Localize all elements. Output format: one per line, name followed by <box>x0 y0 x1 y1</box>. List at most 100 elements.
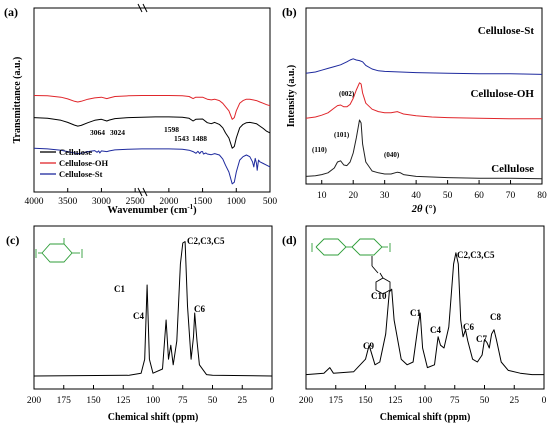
panel-a-label: (a) <box>4 5 18 19</box>
peak-label-1488: 1488 <box>192 134 207 143</box>
panel-d-tick-label: 25 <box>510 396 520 406</box>
series-line-cellulose-oh <box>33 95 271 120</box>
panel-b-plane-labels: (110) (101) (002) (040) <box>312 90 400 159</box>
panel-b-tick-label: 20 <box>348 191 358 201</box>
panel-d-tick-label: 100 <box>418 396 433 406</box>
panel-a-legend: Cellulose Cellulose-OH Cellulose-St <box>40 147 108 179</box>
series-line-cellulose <box>305 119 543 180</box>
panel-d-tick-label: 200 <box>299 396 314 406</box>
panel-a-ylabel: Transmittance (a.u.) <box>12 57 23 144</box>
panel-c-series <box>33 241 273 389</box>
panel-c-tick-label: 150 <box>86 396 101 406</box>
panel-d-tick-label: 150 <box>358 396 373 406</box>
panel-a-ticks: 4000 3500 3000 2500 2000 1500 1000 500 <box>25 197 278 207</box>
panel-a-frame <box>33 7 271 193</box>
panel-a-peak-labels: 3064 3024 1598 1543 1488 <box>90 125 207 143</box>
series-line-cellulose <box>33 241 273 377</box>
peak-label-1598: 1598 <box>164 125 179 134</box>
panel-a-tick-label: 2500 <box>126 197 145 207</box>
panel-d-xlabel: Chemical shift (ppm) <box>380 412 471 423</box>
panel-d-tick-label: 75 <box>450 396 460 406</box>
panel-c-tick-label: 175 <box>57 396 72 406</box>
panel-c-tick-label: 200 <box>27 396 42 406</box>
panel-c-tick-label: 75 <box>178 396 188 406</box>
panel-a-xlabel: Wavenumber (cm-1) <box>107 203 197 216</box>
plane-label-101: (101) <box>334 131 350 139</box>
panel-c-label: (c) <box>6 233 19 247</box>
peak-label-c9: C9 <box>363 341 374 351</box>
panel-a-xlabel-end: ) <box>193 205 197 216</box>
panel-b: (b) Intensity (a.u.) 2θ (°) 10 20 30 40 … <box>282 5 547 215</box>
legend-label-cellulose: Cellulose <box>59 147 92 157</box>
peak-label-1543: 1543 <box>174 134 189 143</box>
panel-c-tick-label: 0 <box>270 396 275 406</box>
panel-b-series <box>305 58 543 184</box>
panel-d-label: (d) <box>282 233 297 247</box>
peak-label-c7: C7 <box>476 334 487 344</box>
axis-break-mark <box>142 187 148 197</box>
panel-b-frame <box>305 7 543 185</box>
panel-c-ticks: 200 175 150 125 100 75 50 25 0 <box>27 396 275 406</box>
panel-b-tick-label: 50 <box>443 191 453 201</box>
series-label-cellulose-oh: Cellulose-OH <box>470 88 534 100</box>
panel-a-tick-label: 1000 <box>227 197 246 207</box>
cellulose-structure-image <box>35 238 83 263</box>
panel-b-xlabel-end: (°) <box>422 204 436 215</box>
panel-a-tick-label: 1500 <box>193 197 212 207</box>
peak-label-c10: C10 <box>371 291 387 301</box>
panel-d-tick-label: 125 <box>388 396 403 406</box>
panel-a-tick-label: 2000 <box>159 197 178 207</box>
panel-a-tick-label: 500 <box>263 197 278 207</box>
panel-c-tick-label: 25 <box>238 396 248 406</box>
plane-label-040: (040) <box>384 151 400 159</box>
panel-a-tick-label: 3500 <box>58 197 77 207</box>
panel-b-xlabel: 2θ (°) <box>411 204 437 215</box>
peak-label-3024: 3024 <box>110 128 125 137</box>
peak-label-c6: C6 <box>463 322 474 332</box>
panel-c-tick-label: 50 <box>208 396 218 406</box>
panel-b-ticks: 10 20 30 40 50 60 70 80 <box>317 191 547 201</box>
panel-a-xlabel-sup: -1 <box>187 203 193 211</box>
panel-b-tick-label: 40 <box>411 191 421 201</box>
series-line-cellulose-st <box>33 147 271 185</box>
peak-label-c1: C1 <box>410 308 421 318</box>
panel-b-ylabel: Intensity (a.u.) <box>286 65 297 128</box>
series-label-cellulose: Cellulose <box>491 163 534 175</box>
panel-d-tick-label: 50 <box>480 396 490 406</box>
panel-c-tick-label: 125 <box>116 396 131 406</box>
panel-c: (c) Chemical shift (ppm) 200 175 150 125… <box>6 225 275 423</box>
panel-d-ticks: 200 175 150 125 100 75 50 25 0 <box>299 396 547 406</box>
panel-b-tick-label: 70 <box>506 191 516 201</box>
panel-a-xlabel-main: Wavenumber (cm <box>107 205 187 216</box>
phenyl-ring-image <box>371 256 391 295</box>
peak-label-c8: C8 <box>490 312 501 322</box>
panel-c-xlabel: Chemical shift (ppm) <box>108 412 199 423</box>
panel-b-series-labels: Cellulose-St Cellulose-OH Cellulose <box>470 25 534 175</box>
cellulose-st-structure-image <box>311 238 391 256</box>
panel-d-series <box>305 252 545 389</box>
peak-label-c4: C4 <box>133 311 144 321</box>
series-line-cellulose-oh <box>305 82 542 120</box>
panel-b-tick-label: 30 <box>380 191 390 201</box>
peak-label-3064: 3064 <box>90 128 105 137</box>
legend-label-cellulose-oh: Cellulose-OH <box>59 158 108 168</box>
peak-label-c4: C4 <box>430 325 441 335</box>
peak-label-c2-c3-c5: C2,C3,C5 <box>187 236 225 246</box>
panel-a-axis-break <box>137 3 148 197</box>
panel-b-xlabel-main: 2θ <box>411 204 423 215</box>
legend-label-cellulose-st: Cellulose-St <box>59 169 103 179</box>
series-label-cellulose-st: Cellulose-St <box>478 25 535 37</box>
series-line-cellulose-st <box>305 58 543 75</box>
axis-break-mark <box>137 3 143 13</box>
panel-b-label: (b) <box>282 5 297 19</box>
panel-d-tick-label: 0 <box>542 396 547 406</box>
panel-b-tick-label: 80 <box>537 191 547 201</box>
panel-d-tick-label: 175 <box>329 396 344 406</box>
plane-label-110: (110) <box>312 146 327 154</box>
axis-break-mark <box>137 187 143 197</box>
panel-a-tick-label: 3000 <box>92 197 111 207</box>
panel-a: (a) Transmittance (a.u.) Wavenumber (cm-… <box>4 3 278 216</box>
panel-b-tick-label: 10 <box>317 191 327 201</box>
panel-d: (d) Chemical shift (ppm) 200 175 150 125… <box>282 225 547 423</box>
